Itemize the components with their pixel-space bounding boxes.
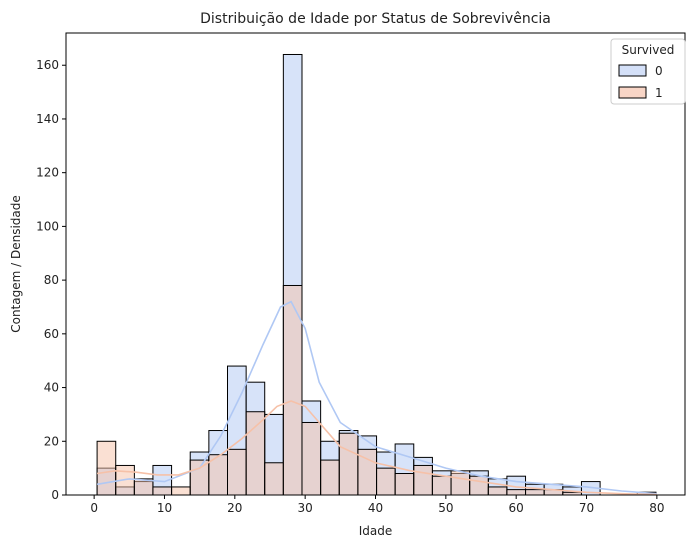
chart-title: Distribuição de Idade por Status de Sobr… bbox=[200, 11, 551, 27]
x-tick-label: 20 bbox=[227, 501, 242, 515]
bar-series-1-bin-21 bbox=[487, 486, 508, 496]
x-tick-label: 10 bbox=[157, 501, 172, 515]
bar-series-1-bin-23 bbox=[525, 489, 545, 496]
bar-series-1-bin-16 bbox=[394, 473, 415, 496]
bar-series-1-bin-0 bbox=[96, 440, 117, 496]
x-tick-label: 70 bbox=[579, 501, 594, 515]
y-tick-label: 160 bbox=[36, 58, 59, 72]
bar-series-1-bin-8 bbox=[245, 411, 266, 496]
bar-series-1-bin-22 bbox=[506, 489, 527, 496]
bar-series-1-bin-7 bbox=[227, 448, 247, 496]
y-tick-label: 120 bbox=[36, 166, 59, 180]
legend-title: Survived bbox=[622, 43, 675, 57]
x-tick-label: 0 bbox=[90, 501, 98, 515]
y-tick-label: 80 bbox=[44, 273, 59, 287]
y-axis-label: Contagem / Densidade bbox=[9, 195, 23, 333]
legend-swatch-1 bbox=[618, 86, 647, 99]
y-tick-label: 60 bbox=[44, 327, 59, 341]
bar-series-1-bin-18 bbox=[431, 475, 452, 496]
bar-series-1-bin-13 bbox=[338, 432, 359, 496]
bar-series-1-bin-11 bbox=[301, 421, 322, 496]
bar-series-1-bin-4 bbox=[171, 486, 191, 496]
kde-line-series-0 bbox=[96, 300, 657, 495]
bar-series-1-bin-20 bbox=[469, 475, 489, 496]
plot-area bbox=[65, 32, 686, 496]
x-tick-label: 40 bbox=[368, 501, 383, 515]
bar-series-1-bin-17 bbox=[413, 464, 433, 496]
bar-series-1-bin-15 bbox=[376, 467, 396, 496]
bar-series-1-bin-9 bbox=[264, 462, 284, 496]
y-tick-label: 140 bbox=[36, 112, 59, 126]
x-tick-label: 30 bbox=[298, 501, 313, 515]
y-tick-label: 100 bbox=[36, 219, 59, 233]
x-tick-label: 60 bbox=[509, 501, 524, 515]
bar-series-1-bin-19 bbox=[450, 470, 471, 496]
x-tick-label: 50 bbox=[438, 501, 453, 515]
y-tick-label: 20 bbox=[44, 434, 59, 448]
y-tick-label: 0 bbox=[51, 488, 59, 502]
legend-label-0: 0 bbox=[655, 64, 663, 78]
y-axis: 0 20 40 60 80 100 120 140 160 bbox=[36, 58, 66, 502]
bar-series-1-bin-12 bbox=[320, 459, 340, 496]
bar-series-1-bin-3 bbox=[152, 486, 173, 496]
x-axis-label: Idade bbox=[359, 524, 393, 538]
legend: Survived 0 1 bbox=[610, 38, 686, 105]
plot-background bbox=[66, 33, 685, 495]
x-tick-label: 80 bbox=[649, 501, 664, 515]
legend-label-1: 1 bbox=[655, 86, 663, 100]
x-axis: 0 10 20 30 40 50 60 70 80 bbox=[90, 495, 665, 515]
legend-swatch-0 bbox=[618, 64, 647, 77]
y-tick-label: 40 bbox=[44, 381, 59, 395]
kde-line-series-1 bbox=[96, 400, 657, 496]
bar-series-1-bin-5 bbox=[189, 459, 210, 496]
